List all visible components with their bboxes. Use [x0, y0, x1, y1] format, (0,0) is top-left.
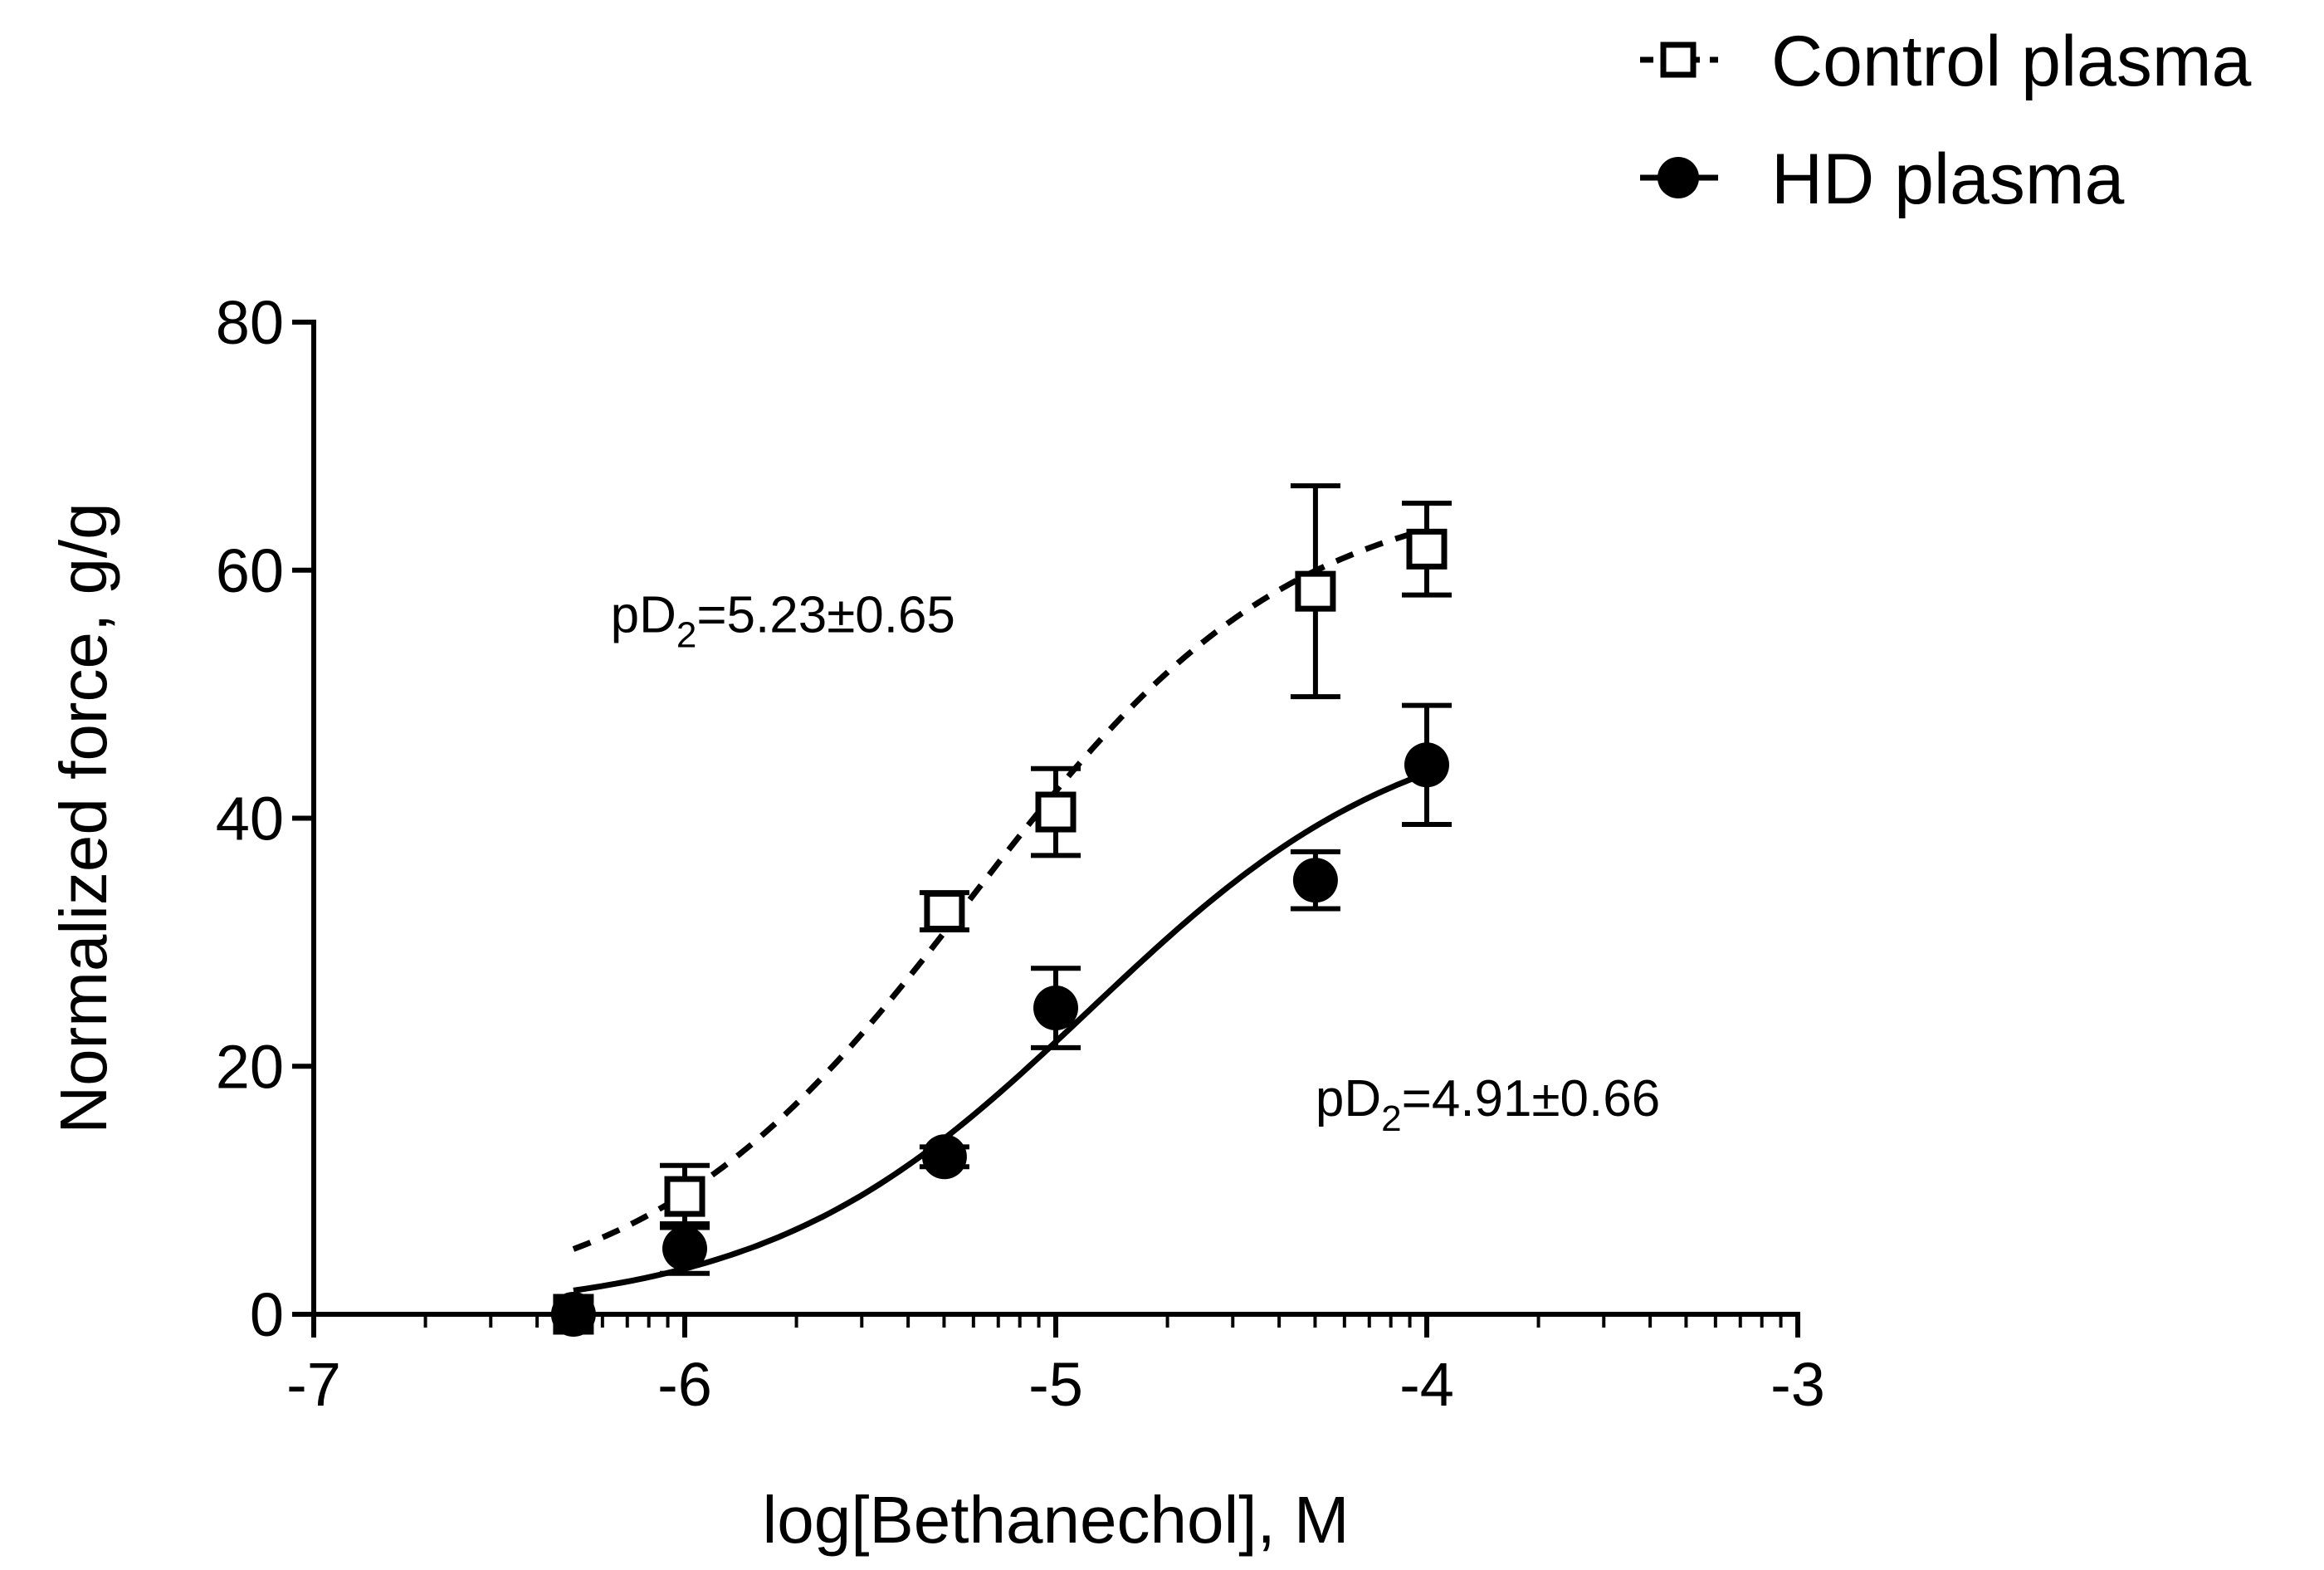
hd-point: [1033, 986, 1078, 1031]
legend-label: Control plasma: [1771, 22, 2252, 101]
control-point: [924, 891, 965, 932]
hd-point: [921, 1134, 967, 1180]
y-tick-label: 0: [250, 1280, 284, 1349]
y-axis-title: Normalized force, g/g: [46, 502, 120, 1133]
fit-curves: [572, 526, 1428, 1294]
axes: 0 20 40 60 80 -7 -6 -5 -4 -3 log[Bethanechol], M No…: [46, 288, 1825, 1557]
control-fit-curve: [572, 526, 1428, 1252]
y-tick-label: 40: [216, 785, 284, 853]
legend: Control plasma HD plasma: [1640, 22, 2252, 219]
hd-point: [1404, 742, 1449, 788]
control-point: [664, 1176, 706, 1217]
hd-point: [662, 1225, 707, 1271]
plot-area: [550, 483, 1452, 1337]
hd-fit-curve: [573, 770, 1428, 1294]
data-points: [550, 528, 1449, 1337]
x-tick-label: -6: [657, 1350, 712, 1419]
x-tick-label: -3: [1770, 1350, 1825, 1419]
control-point: [1035, 791, 1077, 833]
annotations: pD2=5.23±0.65 pD2=4.91±0.66: [611, 586, 1661, 1139]
hd-point: [1292, 858, 1338, 903]
control-point: [1406, 528, 1448, 570]
x-tick-label: -7: [286, 1350, 341, 1419]
pd2-annotation: pD2=4.91±0.66: [1316, 1070, 1660, 1139]
y-tick-label: 60: [216, 536, 284, 605]
y-tick-label: 80: [216, 288, 284, 357]
x-tick-label: -4: [1399, 1350, 1454, 1419]
x-tick-label: -5: [1028, 1350, 1083, 1419]
x-axis-title: log[Bethanechol], M: [762, 1483, 1349, 1557]
legend-marker-circle: [1658, 157, 1699, 198]
pd2-annotation: pD2=5.23±0.65: [611, 586, 955, 655]
control-point: [1295, 570, 1336, 612]
legend-marker-square: [1660, 42, 1697, 78]
y-tick-label: 20: [216, 1032, 284, 1101]
legend-label: HD plasma: [1771, 139, 2125, 219]
